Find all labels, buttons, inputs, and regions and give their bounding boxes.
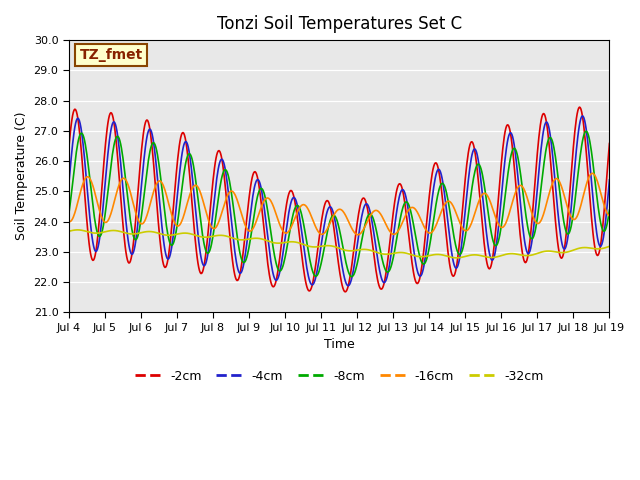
-2cm (65, 145, 73, 151)
-2cm (437, 185, 445, 191)
-16cm (184, 200, 191, 205)
-16cm (331, 211, 339, 216)
-16cm (65, 218, 73, 224)
-8cm (605, 207, 613, 213)
-4cm (184, 141, 191, 147)
-16cm (588, 170, 596, 176)
-2cm (575, 104, 583, 110)
-4cm (437, 172, 445, 178)
-2cm (341, 289, 349, 295)
-8cm (331, 213, 339, 218)
-2cm (331, 231, 339, 237)
-16cm (384, 226, 392, 231)
Line: -4cm: -4cm (69, 116, 609, 286)
X-axis label: Time: Time (324, 338, 355, 351)
-8cm (207, 244, 214, 250)
-2cm (557, 254, 564, 260)
-4cm (384, 270, 392, 276)
-4cm (65, 181, 73, 187)
Line: -32cm: -32cm (69, 230, 609, 258)
Line: -8cm: -8cm (69, 131, 609, 276)
-16cm (207, 223, 214, 228)
-8cm (384, 269, 392, 275)
-8cm (65, 211, 73, 217)
-32cm (452, 255, 460, 261)
-32cm (74, 227, 82, 233)
-32cm (557, 250, 565, 255)
-32cm (184, 230, 192, 236)
Title: Tonzi Soil Temperatures Set C: Tonzi Soil Temperatures Set C (216, 15, 461, 33)
Line: -2cm: -2cm (69, 107, 609, 292)
Text: TZ_fmet: TZ_fmet (79, 48, 143, 62)
-4cm (557, 233, 564, 239)
Legend: -2cm, -4cm, -8cm, -16cm, -32cm: -2cm, -4cm, -8cm, -16cm, -32cm (130, 365, 548, 388)
-16cm (557, 181, 564, 187)
-2cm (605, 141, 613, 146)
-2cm (384, 256, 392, 262)
-16cm (605, 213, 613, 219)
-8cm (184, 153, 191, 159)
-16cm (354, 232, 362, 238)
-32cm (207, 234, 215, 240)
-32cm (384, 251, 392, 257)
-32cm (332, 244, 339, 250)
-8cm (557, 196, 564, 202)
-2cm (184, 151, 191, 156)
-8cm (437, 181, 445, 187)
-16cm (437, 209, 445, 215)
-8cm (348, 274, 356, 279)
-4cm (344, 283, 352, 288)
-32cm (605, 243, 613, 249)
Line: -16cm: -16cm (69, 173, 609, 235)
-4cm (331, 216, 339, 221)
-4cm (605, 177, 613, 183)
-8cm (582, 128, 590, 134)
-32cm (437, 252, 445, 258)
-32cm (65, 228, 73, 234)
-4cm (207, 229, 214, 235)
-2cm (207, 201, 214, 207)
-4cm (579, 113, 586, 119)
Y-axis label: Soil Temperature (C): Soil Temperature (C) (15, 112, 28, 240)
